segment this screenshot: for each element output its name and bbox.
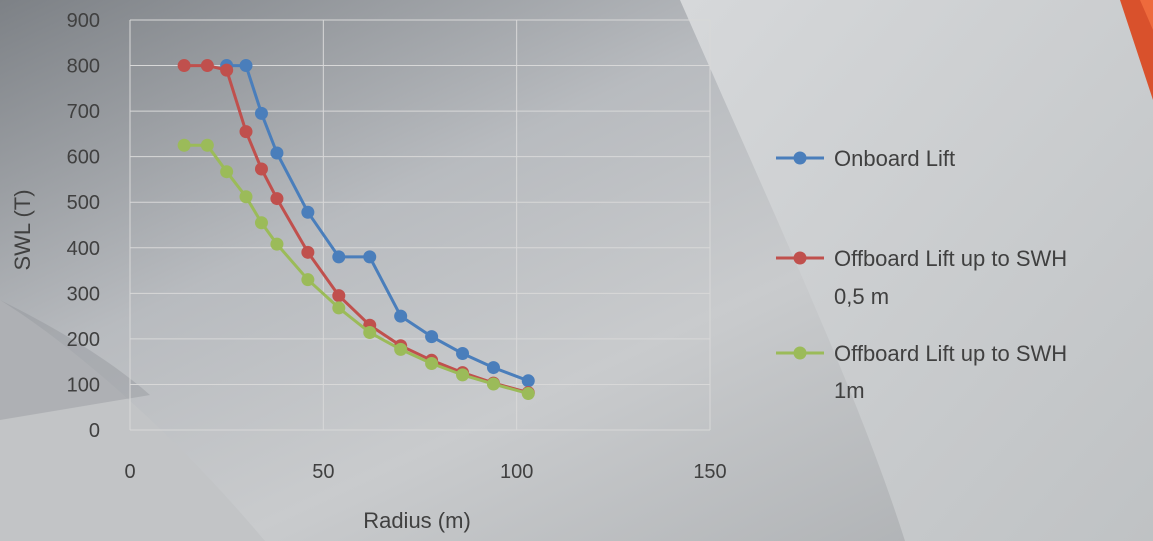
data-point	[254, 162, 268, 176]
y-tick-label: 900	[67, 10, 100, 32]
data-point	[220, 63, 234, 77]
x-axis-ticks: 0 50 100 150	[124, 461, 726, 483]
legend-item-1: Onboard Lift	[776, 146, 955, 171]
data-point	[254, 106, 268, 120]
data-point	[486, 361, 500, 375]
data-point	[220, 165, 234, 179]
data-point	[456, 346, 470, 360]
series-group	[177, 59, 535, 401]
data-point	[425, 356, 439, 370]
data-point	[363, 326, 377, 340]
data-point	[177, 138, 191, 152]
data-point	[521, 374, 535, 388]
data-point	[394, 342, 408, 356]
data-point	[301, 245, 315, 259]
data-point	[301, 205, 315, 219]
data-point	[301, 273, 315, 287]
data-point	[332, 250, 346, 264]
y-axis-ticks: 0 100 200 300 400 500 600 700 800 900	[67, 10, 100, 442]
data-point	[425, 330, 439, 344]
data-point	[239, 190, 253, 204]
legend-label: Offboard Lift up to SWH	[834, 341, 1067, 366]
legend-swatch-marker	[793, 151, 807, 165]
data-point	[394, 309, 408, 323]
gridlines	[129, 19, 711, 431]
data-point	[270, 237, 284, 251]
x-axis-title: Radius (m)	[363, 508, 471, 533]
legend-item-2: Offboard Lift up to SWH 0,5 m	[776, 246, 1067, 309]
y-tick-label: 300	[67, 283, 100, 305]
legend-swatch-marker	[793, 346, 807, 360]
y-tick-label: 600	[67, 147, 100, 169]
data-point	[254, 216, 268, 230]
x-tick-label: 0	[124, 461, 135, 483]
data-point	[177, 59, 191, 73]
y-tick-label: 800	[67, 56, 100, 78]
legend-label: Onboard Lift	[834, 146, 955, 171]
series-line	[184, 143, 529, 396]
legend-swatch-marker	[793, 251, 807, 265]
legend-label: Offboard Lift up to SWH	[834, 246, 1067, 271]
data-point	[332, 289, 346, 303]
x-tick-label: 100	[500, 461, 533, 483]
data-point	[332, 301, 346, 315]
data-point	[270, 146, 284, 160]
y-tick-label: 400	[67, 238, 100, 260]
legend-label: 1m	[834, 378, 865, 403]
data-point	[200, 59, 214, 73]
x-tick-label: 50	[312, 461, 334, 483]
series-line	[184, 64, 529, 395]
series-3	[177, 138, 535, 401]
data-point	[239, 59, 253, 73]
series-1	[220, 59, 535, 388]
data-point	[456, 368, 470, 382]
data-point	[521, 387, 535, 401]
legend-label: 0,5 m	[834, 284, 889, 309]
data-point	[239, 125, 253, 139]
series-2	[177, 59, 535, 400]
y-tick-label: 100	[67, 374, 100, 396]
y-tick-label: 500	[67, 192, 100, 214]
data-point	[363, 250, 377, 264]
data-point	[200, 138, 214, 152]
y-tick-label: 200	[67, 329, 100, 351]
series-line	[226, 64, 529, 383]
data-point	[486, 377, 500, 391]
legend-item-3: Offboard Lift up to SWH 1m	[776, 341, 1067, 403]
y-tick-label: 0	[89, 420, 100, 442]
y-axis-title: SWL (T)	[10, 189, 35, 270]
x-tick-label: 150	[693, 461, 726, 483]
legend: Onboard Lift Offboard Lift up to SWH 0,5 m…	[776, 146, 1067, 403]
y-tick-label: 700	[67, 101, 100, 123]
data-point	[270, 192, 284, 206]
